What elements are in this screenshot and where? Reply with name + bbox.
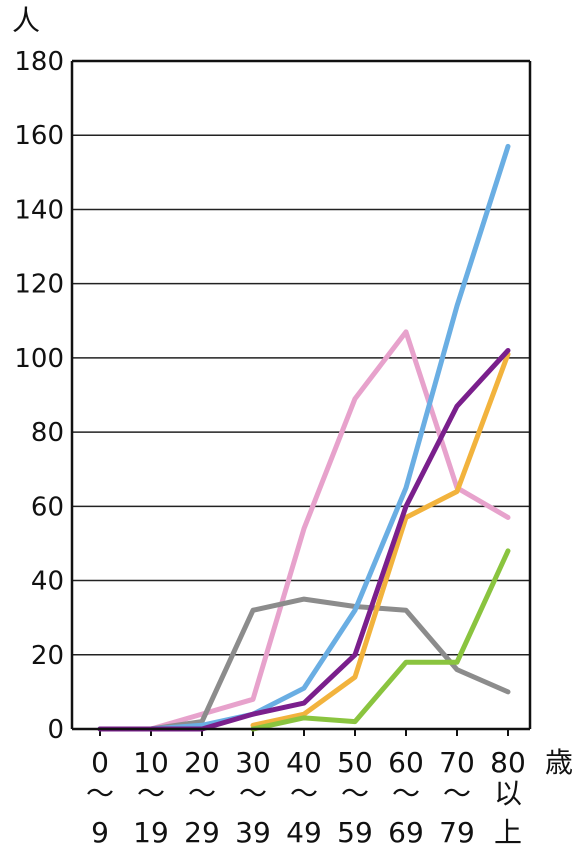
series-line bbox=[97, 143, 511, 732]
x-tick-label: 0 bbox=[91, 746, 109, 779]
y-tick-label: 20 bbox=[31, 641, 64, 671]
x-tick-label: 〜 bbox=[188, 777, 216, 810]
y-tick-label: 120 bbox=[14, 270, 64, 300]
y-tick-label: 40 bbox=[31, 567, 64, 597]
series-line bbox=[97, 347, 511, 732]
y-tick-label: 160 bbox=[14, 121, 64, 151]
x-tick-label: 40 bbox=[286, 746, 322, 779]
y-tick-label: 100 bbox=[14, 344, 64, 374]
y-tick-label: 140 bbox=[14, 195, 64, 225]
x-tick-label: 19 bbox=[133, 816, 169, 849]
x-unit-label: 歳 bbox=[545, 746, 573, 779]
x-tick-label: 〜 bbox=[137, 777, 165, 810]
x-tick-label: 39 bbox=[235, 816, 271, 849]
x-tick-label: 〜 bbox=[239, 777, 267, 810]
x-tick-label: 29 bbox=[184, 816, 220, 849]
x-tick-label: 10 bbox=[133, 746, 169, 779]
x-tick-labels: 0〜910〜1920〜2930〜3940〜4950〜5960〜6970〜7980… bbox=[86, 729, 526, 849]
x-tick-label: 59 bbox=[337, 816, 373, 849]
x-tick-label: 〜 bbox=[443, 777, 471, 810]
x-tick-label: 69 bbox=[388, 816, 424, 849]
x-tick-label: 〜 bbox=[341, 777, 369, 810]
y-tick-label: 180 bbox=[14, 47, 64, 77]
grid-lines bbox=[72, 60, 530, 656]
series-line bbox=[97, 329, 511, 732]
x-tick-label: 20 bbox=[184, 746, 220, 779]
series-lines bbox=[97, 143, 511, 732]
x-tick-label: 70 bbox=[439, 746, 475, 779]
x-tick-label: 〜 bbox=[290, 777, 318, 810]
x-tick-label: 49 bbox=[286, 816, 322, 849]
y-unit-label: 人 bbox=[12, 4, 40, 37]
x-tick-label: 30 bbox=[235, 746, 271, 779]
series-line bbox=[250, 351, 511, 728]
x-tick-label: 上 bbox=[494, 816, 522, 849]
x-tick-label: 〜 bbox=[392, 777, 420, 810]
x-tick-label: 79 bbox=[439, 816, 475, 849]
y-tick-label: 60 bbox=[31, 492, 64, 522]
y-tick-label: 80 bbox=[31, 418, 64, 448]
x-tick-label: 60 bbox=[388, 746, 424, 779]
x-tick-label: 50 bbox=[337, 746, 373, 779]
series-line bbox=[250, 548, 511, 732]
axes bbox=[70, 59, 532, 731]
x-tick-label: 〜 bbox=[86, 777, 114, 810]
x-tick-label: 80 bbox=[490, 746, 526, 779]
y-tick-labels: 0 20 40 60 80 100 120 140 160 180 bbox=[14, 47, 64, 745]
y-tick-label: 0 bbox=[47, 715, 64, 745]
x-tick-label: 9 bbox=[91, 816, 109, 849]
x-tick-label: 以 bbox=[494, 777, 522, 810]
